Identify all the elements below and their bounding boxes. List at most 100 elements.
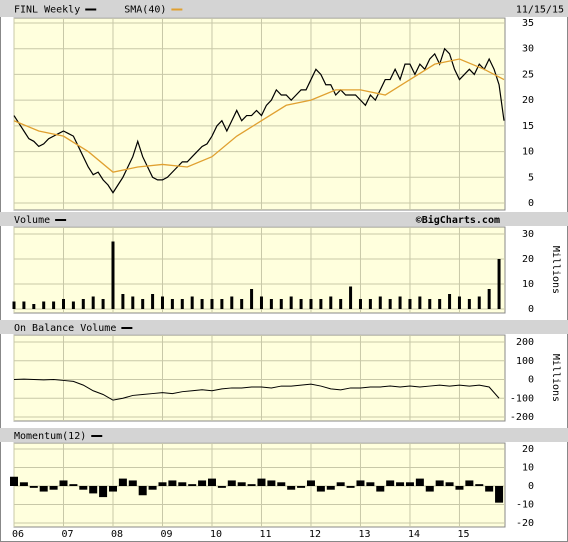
y-tick-label: 5 <box>528 172 534 183</box>
bar <box>39 486 48 492</box>
bar <box>299 299 303 309</box>
y-tick-label: 30 <box>522 44 534 55</box>
bar <box>131 296 135 309</box>
bar <box>267 480 276 486</box>
bar <box>138 486 147 496</box>
bar <box>91 296 95 309</box>
bar <box>111 241 115 309</box>
bar <box>495 486 504 503</box>
bar <box>475 484 484 486</box>
bar <box>366 482 375 486</box>
bar <box>190 296 194 309</box>
bar <box>240 299 244 309</box>
y-tick-label: 0 <box>528 198 534 209</box>
bar <box>141 299 145 309</box>
bar <box>425 486 434 492</box>
bar <box>457 296 461 309</box>
y-tick-label: 30 <box>522 229 534 240</box>
bar <box>247 484 256 486</box>
date-label: 11/15/15 <box>516 5 564 16</box>
bar <box>49 486 58 490</box>
bar <box>269 299 273 309</box>
bar <box>358 299 362 309</box>
bar <box>388 299 392 309</box>
y-tick-label: -100 <box>510 393 534 404</box>
bar <box>356 480 365 486</box>
bar <box>52 301 56 309</box>
bar <box>336 482 345 486</box>
bar <box>398 296 402 309</box>
y-tick-label: -20 <box>516 518 534 529</box>
bar <box>217 486 226 488</box>
bar <box>99 486 108 498</box>
bar <box>71 301 75 309</box>
x-tick-label: 09 <box>160 529 172 540</box>
data-line <box>13 58 505 173</box>
bar <box>10 476 18 486</box>
panel-header <box>0 0 568 17</box>
x-tick-label: 06 <box>12 529 24 540</box>
bar <box>396 482 405 486</box>
bar <box>121 294 125 309</box>
y-tick-label: 20 <box>522 254 534 265</box>
bar <box>69 484 78 486</box>
x-tick-label: 12 <box>309 529 321 540</box>
bar <box>455 486 464 490</box>
x-tick-label: 15 <box>457 529 469 540</box>
x-tick-label: 11 <box>259 529 271 540</box>
bar <box>477 296 481 309</box>
panel-header <box>0 320 568 334</box>
bar <box>32 304 36 309</box>
y-tick-label: 25 <box>522 69 534 80</box>
bar <box>151 294 155 309</box>
bar <box>79 486 88 490</box>
bar <box>210 299 214 309</box>
y-tick-label: 20 <box>522 95 534 106</box>
panel-title: Momentum(12) <box>14 431 86 442</box>
bar <box>279 299 283 309</box>
bar <box>287 486 296 490</box>
bar <box>376 486 385 492</box>
bar <box>220 299 224 309</box>
panel-header <box>0 428 568 442</box>
bar <box>329 296 333 309</box>
bar <box>408 299 412 309</box>
legend-label: SMA(40) <box>124 5 166 16</box>
bar <box>405 482 414 486</box>
bar <box>42 301 46 309</box>
y-axis-label: Millions <box>550 354 561 402</box>
bar <box>435 480 444 486</box>
x-tick-label: 08 <box>111 529 123 540</box>
bar <box>415 478 424 486</box>
y-tick-label: 0 <box>528 375 534 386</box>
y-tick-label: 35 <box>522 18 534 29</box>
y-tick-label: 200 <box>516 337 534 348</box>
y-tick-label: 0 <box>528 304 534 315</box>
plot-area <box>13 226 506 314</box>
bar <box>19 482 28 486</box>
plot-area <box>13 334 506 422</box>
bar <box>29 486 38 488</box>
bar <box>12 301 16 309</box>
y-tick-label: -200 <box>510 412 534 423</box>
bar <box>227 480 236 486</box>
panel-title: Volume <box>14 215 50 226</box>
plot-area <box>13 17 506 211</box>
bar <box>467 299 471 309</box>
bar <box>297 486 306 488</box>
bar <box>188 484 197 486</box>
bar <box>465 480 474 486</box>
bar <box>485 486 494 492</box>
bar <box>487 289 491 309</box>
bar <box>289 296 293 309</box>
bar <box>207 478 216 486</box>
x-tick-label: 10 <box>210 529 222 540</box>
bar <box>178 482 187 486</box>
bar <box>230 296 234 309</box>
bar <box>250 289 254 309</box>
y-tick-label: -10 <box>516 500 534 511</box>
bar <box>378 296 382 309</box>
source-label: ©BigCharts.com <box>416 214 500 226</box>
x-tick-label: 14 <box>408 529 420 540</box>
y-tick-label: 100 <box>516 356 534 367</box>
